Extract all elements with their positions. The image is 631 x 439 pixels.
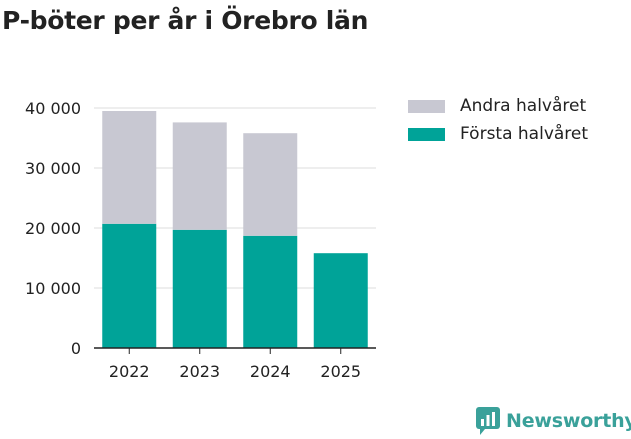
bar-forsta-2023 <box>172 229 227 348</box>
legend-label-forsta: Första halvåret <box>460 124 589 144</box>
x-tick-label: 2022 <box>109 362 150 381</box>
y-tick-label: 20 000 <box>25 219 81 238</box>
y-tick-label: 40 000 <box>25 99 81 118</box>
x-axis: 2022 2023 2024 2025 <box>94 347 376 381</box>
x-tick-label: 2023 <box>179 362 220 381</box>
bars <box>102 111 368 348</box>
y-axis: 0 10 000 20 000 30 000 40 000 <box>25 99 81 358</box>
bar-andra-2022 <box>102 111 157 224</box>
legend-item-andra: Andra halvåret <box>408 92 588 120</box>
chart-title: P-böter per år i Örebro län <box>2 6 369 35</box>
legend-swatch-andra <box>408 99 445 113</box>
y-tick-label: 0 <box>71 339 81 358</box>
y-tick-label: 30 000 <box>25 159 81 178</box>
legend-swatch-forsta <box>408 127 445 141</box>
newsworthy-logo: Newsworthy <box>476 407 631 435</box>
y-tick-label: 10 000 <box>25 279 81 298</box>
bar-andra-2023 <box>172 122 227 230</box>
bar-forsta-2024 <box>243 235 298 348</box>
bar-andra-2024 <box>243 133 298 236</box>
x-tick-label: 2024 <box>250 362 291 381</box>
legend: Andra halvåret Första halvåret <box>408 92 588 148</box>
bar-forsta-2025 <box>313 253 368 348</box>
newsworthy-logo-icon <box>476 407 500 435</box>
bar-forsta-2022 <box>102 223 157 348</box>
x-tick-label: 2025 <box>320 362 361 381</box>
legend-label-andra: Andra halvåret <box>460 96 587 116</box>
legend-item-forsta: Första halvåret <box>408 120 588 148</box>
newsworthy-logo-text: Newsworthy <box>506 410 631 432</box>
